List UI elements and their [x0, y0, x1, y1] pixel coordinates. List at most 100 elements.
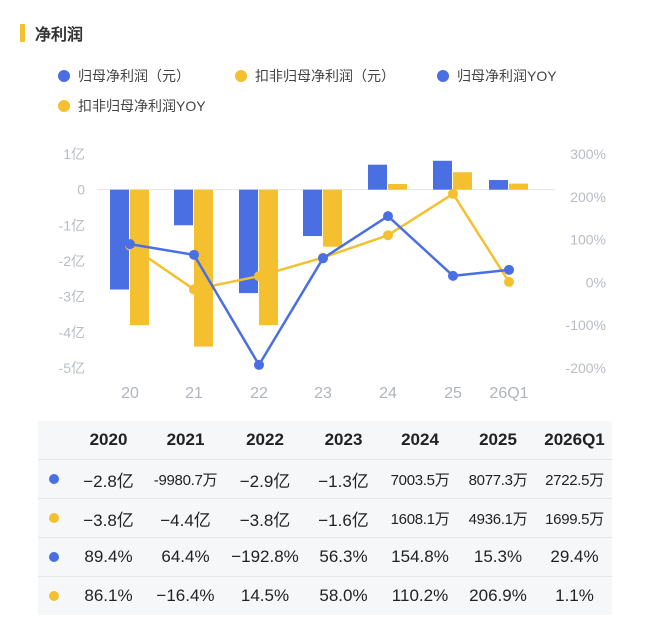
table-cell: 2722.5万: [545, 471, 604, 489]
table-cell: −1.6亿: [318, 510, 369, 530]
legend-item-net-profit[interactable]: 归母净利润（元）: [58, 66, 190, 86]
table-cell: 86.1%: [84, 586, 133, 605]
x-axis-tick-label: 21: [185, 385, 203, 402]
x-axis-tick-label: 23: [314, 385, 332, 402]
x-axis-tick-label: 22: [250, 385, 268, 402]
row-dot-icon: [49, 591, 59, 601]
right-axis-tick-label: 200%: [570, 189, 606, 205]
bar-net-profit: [433, 160, 452, 190]
table-header-cell: 2025: [479, 430, 517, 449]
table-cell: -9980.7万: [153, 471, 218, 489]
legend-item-deducted-net-profit[interactable]: 扣非归母净利润（元）: [235, 66, 395, 86]
table-row: −3.8亿 −4.4亿 −3.8亿 −1.6亿 1608.1万 4936.1万 …: [38, 499, 612, 538]
table-cell: −2.8亿: [83, 471, 134, 491]
line-point-net-profit-yoy: [383, 211, 393, 222]
data-table: 2020 2021 2022 2023 2024 2025 2026Q1 −2.…: [38, 421, 612, 615]
right-axis-tick-label: -100%: [566, 317, 606, 333]
table-header-cell: 2022: [246, 430, 284, 449]
table-cell: −3.8亿: [239, 510, 291, 530]
line-point-net-profit-yoy: [504, 264, 514, 275]
line-point-deducted-net-profit-yoy: [504, 276, 514, 287]
table-row: −2.8亿 -9980.7万 −2.9亿 −1.3亿 7003.5万 8077.…: [38, 460, 612, 499]
legend-dot-icon: [58, 70, 70, 82]
section-header: 净利润: [20, 22, 83, 44]
line-net-profit-yoy: [129, 214, 510, 367]
legend-dot-icon: [437, 70, 449, 82]
table-cell: 15.3%: [473, 547, 523, 566]
table-cell: 4936.1万: [468, 510, 528, 528]
table-cell: 110.2%: [391, 586, 449, 605]
left-axis-tick-label: 0: [77, 182, 85, 198]
combo-chart: 1亿 0 -1亿 -2亿 -3亿 -4亿 -5亿 300% 200% 100% 0% -100% -20…: [59, 146, 606, 402]
line-point-net-profit-yoy: [448, 270, 458, 281]
x-axis-tick-label: 24: [379, 385, 397, 402]
legend-label: 扣非归母净利润YOY: [78, 98, 206, 114]
left-axis-tick-label: -4亿: [59, 324, 85, 340]
bar-deducted-net-profit: [323, 189, 342, 247]
table-header-cell: 2024: [401, 430, 439, 449]
bar-net-profit: [368, 164, 387, 190]
legend-dot-icon: [235, 70, 247, 82]
section-accent-bar: [20, 24, 25, 42]
table-cell: 8077.3万: [468, 471, 528, 489]
table-cell: 1608.1万: [390, 510, 450, 528]
row-dot-icon: [49, 552, 59, 562]
line-point-net-profit-yoy: [125, 239, 135, 250]
table-cell: 1.1%: [555, 586, 594, 605]
table-cell: −1.3亿: [318, 471, 369, 491]
legend-label: 归母净利润YOY: [457, 68, 557, 84]
section-title: 净利润: [35, 27, 84, 44]
line-point-deducted-net-profit-yoy: [383, 230, 393, 241]
table-cell: −4.4亿: [160, 510, 211, 530]
x-axis-tick-label: 25: [444, 385, 462, 402]
table-cell: −192.8%: [231, 547, 299, 566]
right-axis-tick-label: 0%: [586, 274, 606, 290]
bar-deducted-net-profit: [194, 189, 213, 347]
right-axis-tick-label: -200%: [566, 360, 606, 376]
table-cell: 89.4%: [84, 547, 133, 566]
table-cell: 154.8%: [391, 547, 449, 566]
table-header-row: 2020 2021 2022 2023 2024 2025 2026Q1: [38, 421, 612, 460]
table-cell: −16.4%: [156, 586, 215, 605]
legend-item-deducted-net-profit-yoy[interactable]: 扣非归母净利润YOY: [58, 96, 206, 116]
table-header-cell: 2026Q1: [544, 430, 605, 449]
table-header-cell: 2023: [324, 430, 363, 449]
table-header-cell: 2020: [89, 430, 128, 449]
line-point-deducted-net-profit-yoy: [189, 284, 199, 295]
row-marker: [38, 474, 70, 484]
table-cell: 1699.5万: [545, 510, 604, 528]
left-axis-tick-label: -2亿: [59, 253, 85, 269]
right-axis-tick-label: 300%: [570, 146, 606, 162]
bar-net-profit: [239, 189, 258, 294]
table-cell: 29.4%: [550, 547, 599, 566]
row-marker: [38, 552, 70, 562]
row-dot-icon: [49, 474, 59, 484]
table-header-cell: 2021: [166, 430, 205, 449]
x-axis-tick-label: 26Q1: [489, 385, 528, 402]
bar-net-profit: [174, 189, 193, 226]
legend-label: 归母净利润（元）: [78, 68, 190, 84]
bar-net-profit: [489, 180, 508, 190]
table-cell: 64.4%: [161, 547, 210, 566]
right-axis-tick-label: 100%: [570, 232, 606, 248]
row-marker: [38, 513, 70, 523]
bar-net-profit: [303, 189, 322, 237]
table-row: 89.4% 64.4% −192.8% 56.3% 154.8% 15.3% 2…: [38, 538, 612, 577]
table-cell: 58.0%: [319, 586, 368, 605]
line-point-deducted-net-profit-yoy: [254, 271, 264, 282]
bar-deducted-net-profit: [259, 189, 278, 326]
table-cell: −2.9亿: [239, 471, 291, 491]
left-axis-tick-label: 1亿: [63, 146, 85, 162]
legend-dot-icon: [58, 100, 70, 112]
left-axis-tick-label: -3亿: [59, 289, 85, 305]
legend-label: 扣非归母净利润（元）: [255, 68, 395, 84]
left-axis-tick-label: -5亿: [59, 360, 85, 376]
table-cell: 7003.5万: [390, 471, 450, 489]
line-point-deducted-net-profit-yoy: [448, 188, 458, 199]
line-point-net-profit-yoy: [318, 253, 328, 264]
row-marker: [38, 591, 70, 601]
left-axis-tick-label: -1亿: [59, 217, 85, 233]
table-row: 86.1% −16.4% 14.5% 58.0% 110.2% 206.9% 1…: [38, 577, 612, 615]
legend-item-net-profit-yoy[interactable]: 归母净利润YOY: [437, 66, 557, 86]
table-cell: −3.8亿: [83, 510, 134, 530]
